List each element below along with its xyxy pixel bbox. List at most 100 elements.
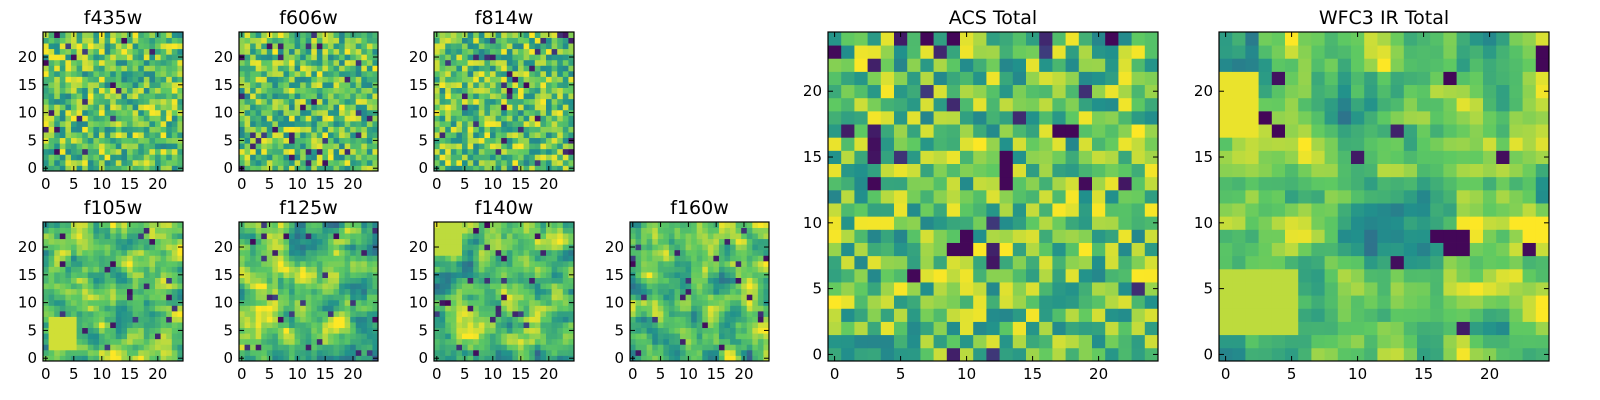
heatmap-cell (171, 260, 178, 267)
heatmap-cell (132, 143, 139, 150)
heatmap-cell (177, 132, 184, 139)
heatmap-cell (1092, 268, 1106, 283)
heatmap-cell (490, 143, 496, 150)
heatmap-cell (121, 126, 128, 133)
heatmap-cell (1026, 176, 1040, 191)
heatmap-cell (551, 87, 558, 94)
heatmap-cell (1131, 176, 1146, 191)
heatmap-cell (244, 82, 251, 88)
heatmap-cell (635, 299, 642, 306)
heatmap-cell (557, 227, 564, 234)
heatmap-cell (668, 322, 675, 329)
heatmap-cell (467, 344, 474, 351)
heatmap-cell (283, 316, 290, 323)
heatmap-cell (155, 93, 161, 100)
heatmap-cell (132, 255, 139, 262)
heatmap-cell (473, 338, 480, 345)
heatmap-cell (518, 48, 524, 55)
heatmap-cell (630, 283, 636, 290)
heatmap-cell (841, 150, 855, 164)
heatmap-cell (1131, 295, 1146, 309)
heatmap-cell (696, 266, 703, 273)
heatmap-cell (166, 32, 173, 38)
heatmap-cell (534, 87, 541, 94)
heatmap-cell (512, 310, 519, 317)
heatmap-cell (674, 338, 681, 345)
heatmap-cell (294, 333, 301, 340)
heatmap-cell (65, 238, 72, 245)
heatmap-cell (104, 333, 111, 340)
heatmap-cell (540, 322, 547, 329)
heatmap-cell (272, 37, 279, 44)
heatmap-cell (534, 288, 541, 295)
heatmap-cell (127, 115, 133, 122)
heatmap-cell (724, 249, 731, 256)
heatmap-cell (121, 32, 128, 38)
heatmap-cell (104, 32, 111, 38)
heatmap-cell (512, 222, 519, 228)
heatmap-cell (685, 244, 692, 251)
heatmap-cell (663, 316, 670, 323)
heatmap-cell (99, 283, 105, 290)
heatmap-cell (344, 249, 351, 256)
heatmap-cell (973, 282, 987, 296)
heatmap-cell (867, 163, 882, 178)
heatmap-cell (495, 59, 502, 66)
heatmap-cell (59, 305, 66, 312)
heatmap-cell (506, 93, 513, 100)
heatmap-cell (1065, 295, 1080, 309)
heatmap-cell (327, 126, 334, 133)
heatmap-cell (568, 227, 575, 234)
heatmap-cell (244, 143, 251, 150)
heatmap-cell (283, 322, 290, 329)
heatmap-cell (568, 87, 575, 94)
heatmap-cell (933, 255, 948, 270)
heatmap-cell (361, 82, 368, 88)
heatmap-cell (355, 338, 362, 345)
heatmap-cell (327, 272, 334, 278)
heatmap-cell (657, 288, 664, 295)
heatmap-cell (546, 255, 552, 262)
heatmap-cell (138, 233, 145, 240)
heatmap-cell (76, 54, 83, 61)
heatmap-cell (250, 310, 257, 317)
heatmap-cell (445, 288, 452, 295)
heatmap-cell (674, 272, 681, 278)
x-tick-label: 5 (69, 365, 79, 383)
heatmap-cell (93, 126, 100, 133)
heatmap-cell (551, 344, 558, 351)
heatmap-cell (261, 338, 268, 345)
heatmap-cell (266, 54, 273, 61)
heatmap-cell (149, 37, 156, 44)
heatmap-cell (138, 294, 145, 301)
heatmap-cell (99, 120, 105, 127)
heatmap-cell (311, 238, 318, 245)
heatmap-cell (490, 288, 496, 295)
heatmap-cell (255, 355, 262, 362)
heatmap-cell (366, 59, 373, 66)
heatmap-cell (255, 288, 262, 295)
heatmap-cell (54, 132, 61, 139)
heatmap-cell (372, 115, 379, 122)
heatmap-cell (445, 143, 452, 150)
heatmap-cell (115, 322, 122, 329)
heatmap-cell (557, 76, 564, 83)
heatmap-cell (518, 104, 524, 111)
heatmap-cell (1026, 229, 1040, 243)
heatmap-cell (557, 333, 564, 340)
heatmap-cell (534, 249, 541, 256)
heatmap-cell (138, 255, 145, 262)
heatmap-cell (344, 316, 351, 323)
heatmap-cell (93, 143, 100, 150)
heatmap-cell (289, 165, 295, 172)
heatmap-cell (372, 233, 379, 240)
heatmap-cell (339, 109, 346, 116)
heatmap-cell (763, 283, 770, 290)
heatmap-cell (999, 163, 1014, 178)
heatmap-cell (322, 59, 329, 66)
heatmap-cell (361, 305, 368, 312)
heatmap-cell (166, 137, 173, 144)
heatmap-cell (635, 288, 642, 295)
heatmap-cell (434, 104, 440, 111)
heatmap-cell (439, 109, 446, 116)
